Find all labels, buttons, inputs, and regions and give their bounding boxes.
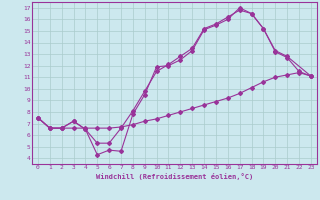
X-axis label: Windchill (Refroidissement éolien,°C): Windchill (Refroidissement éolien,°C) — [96, 173, 253, 180]
